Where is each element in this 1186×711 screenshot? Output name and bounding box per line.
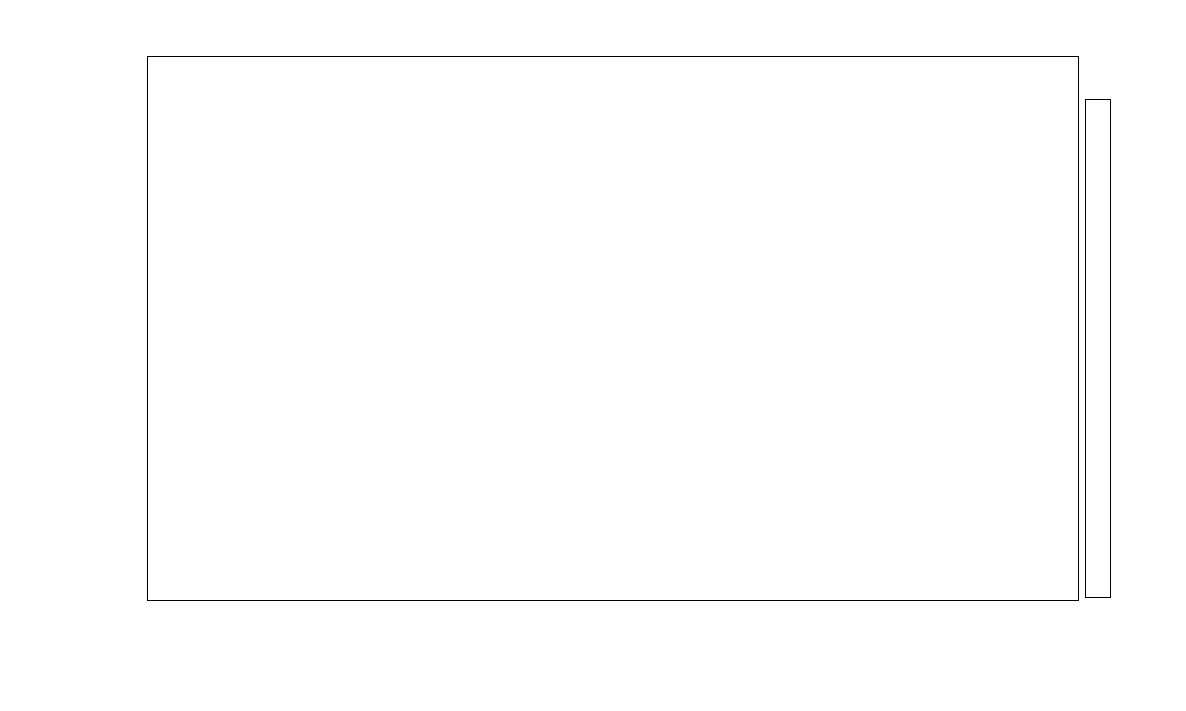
colorbar-canvas [1085,99,1111,598]
heatmap-canvas [147,56,1079,601]
